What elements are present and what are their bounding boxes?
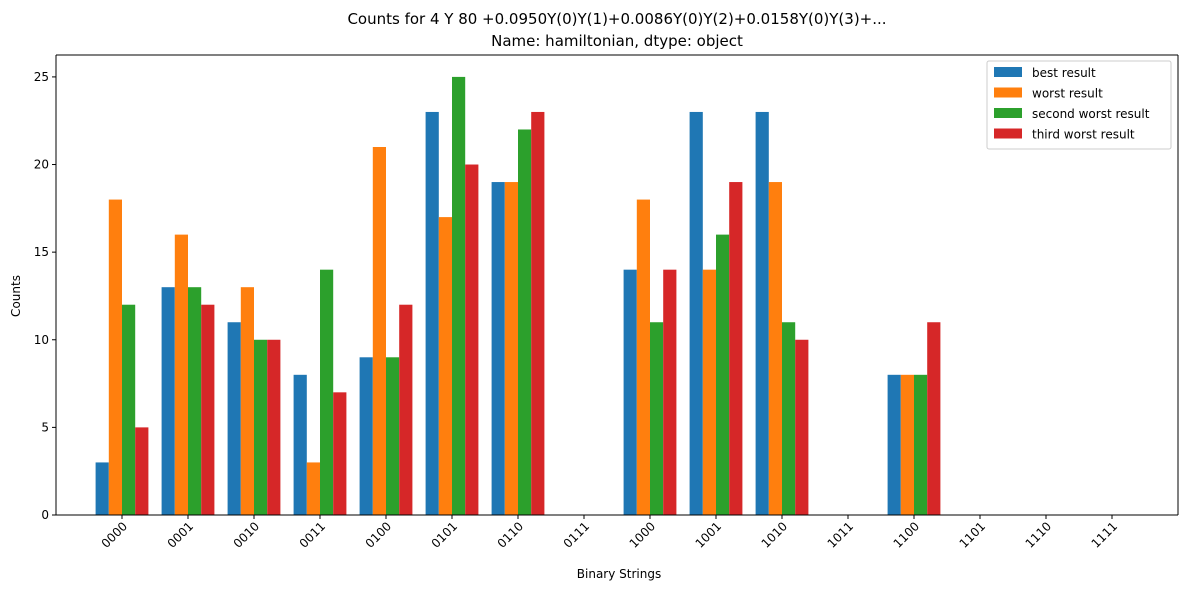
bar-second-worst-result-0001 — [188, 287, 202, 515]
legend-swatch — [994, 108, 1022, 118]
bar-second-worst-result-0011 — [320, 269, 334, 515]
bar-second-worst-result-1100 — [914, 374, 928, 515]
bar-second-worst-result-1010 — [782, 322, 796, 515]
bar-second-worst-result-0100 — [386, 357, 400, 515]
bar-worst-result-0000 — [108, 199, 122, 515]
y-tick-label: 25 — [34, 70, 49, 84]
bar-third-worst-result-0000 — [135, 427, 149, 515]
bar-third-worst-result-1001 — [729, 182, 743, 516]
x-tick-label: 0000 — [99, 519, 130, 550]
bar-worst-result-1010 — [768, 182, 782, 516]
x-tick-label: 1110 — [1023, 519, 1054, 550]
bar-third-worst-result-0101 — [465, 164, 479, 515]
legend-label: best result — [1032, 66, 1096, 80]
x-tick-label: 1111 — [1089, 519, 1120, 550]
bar-worst-result-0101 — [438, 217, 452, 515]
x-tick-label: 1010 — [759, 519, 790, 550]
chart-title-line-1: Counts for 4 Y 80 +0.0950Y(0)Y(1)+0.0086… — [347, 10, 886, 28]
bar-second-worst-result-1001 — [716, 234, 730, 515]
bar-second-worst-result-0000 — [122, 304, 136, 515]
bar-second-worst-result-1000 — [650, 322, 664, 515]
bar-third-worst-result-0011 — [333, 392, 347, 515]
x-tick-label: 0011 — [297, 519, 328, 550]
x-tick-label: 0101 — [429, 519, 460, 550]
y-tick-label: 20 — [34, 158, 49, 172]
x-tick-label: 1101 — [957, 519, 988, 550]
bar-worst-result-1001 — [702, 269, 716, 515]
y-tick-label: 5 — [41, 420, 49, 434]
bar-third-worst-result-0110 — [531, 111, 545, 515]
x-tick-label: 0110 — [495, 519, 526, 550]
x-tick-label: 0111 — [561, 519, 592, 550]
bar-worst-result-1100 — [900, 374, 914, 515]
bar-best-result-0011 — [293, 374, 307, 515]
legend: best result worst result second worst resu… — [986, 60, 1172, 150]
legend-frame — [986, 60, 1172, 150]
bar-marks — [95, 76, 941, 516]
bar-worst-result-0011 — [306, 462, 320, 515]
x-tick-label: 1011 — [825, 519, 856, 550]
x-tick-label: 1100 — [891, 519, 922, 550]
legend-label: worst result — [1032, 87, 1103, 101]
bar-best-result-1001 — [689, 111, 703, 515]
bar-worst-result-0110 — [504, 182, 518, 516]
bar-third-worst-result-0010 — [267, 339, 281, 515]
bar-best-result-0010 — [227, 322, 241, 515]
bar-third-worst-result-0100 — [399, 304, 413, 515]
bar-third-worst-result-1000 — [663, 269, 677, 515]
bar-second-worst-result-0101 — [452, 76, 466, 516]
legend-swatch — [994, 87, 1022, 98]
y-axis-label: Counts — [9, 275, 23, 317]
bar-third-worst-result-1100 — [927, 322, 941, 515]
bar-worst-result-0001 — [174, 234, 188, 515]
bar-best-result-0110 — [491, 182, 505, 516]
bar-third-worst-result-1010 — [795, 339, 809, 515]
bar-best-result-1100 — [887, 374, 901, 515]
bar-best-result-0100 — [359, 357, 373, 515]
bar-worst-result-1000 — [636, 199, 650, 515]
legend-label: third worst result — [1032, 128, 1135, 142]
bar-worst-result-0010 — [240, 287, 254, 515]
bar-best-result-1000 — [623, 269, 637, 515]
axes — [55, 54, 1179, 516]
legend-swatch — [994, 128, 1022, 139]
x-tick-label: 0010 — [231, 519, 262, 550]
bar-best-result-1010 — [755, 111, 769, 515]
bar-third-worst-result-0001 — [201, 304, 215, 515]
x-tick-label: 1001 — [693, 519, 724, 550]
y-tick-label: 10 — [34, 333, 49, 347]
bar-second-worst-result-0110 — [518, 129, 532, 516]
y-tick-label: 15 — [34, 245, 49, 259]
x-axis-ticks: 0000 0001 0010 0011 0100 0101 0110 0111 1000 1001… — [99, 515, 1120, 551]
legend-label: second worst result — [1032, 107, 1150, 121]
bar-best-result-0001 — [161, 287, 175, 515]
x-tick-label: 0001 — [165, 519, 196, 550]
chart-title-line-2: Name: hamiltonian, dtype: object — [491, 32, 743, 50]
bar-second-worst-result-0010 — [254, 339, 268, 515]
x-tick-label: 1000 — [627, 519, 658, 550]
bar-worst-result-0100 — [372, 147, 386, 515]
bar-best-result-0000 — [95, 462, 109, 515]
legend-swatch — [994, 67, 1022, 77]
chart-title: Counts for 4 Y 80 +0.0950Y(0)Y(1)+0.0086… — [347, 10, 886, 50]
bar-best-result-0101 — [425, 111, 439, 515]
x-axis-label: Binary Strings — [577, 567, 661, 581]
y-tick-label: 0 — [41, 508, 49, 522]
y-axis-ticks: 0 5 10 15 20 25 — [34, 70, 56, 522]
x-tick-label: 0100 — [363, 519, 394, 550]
